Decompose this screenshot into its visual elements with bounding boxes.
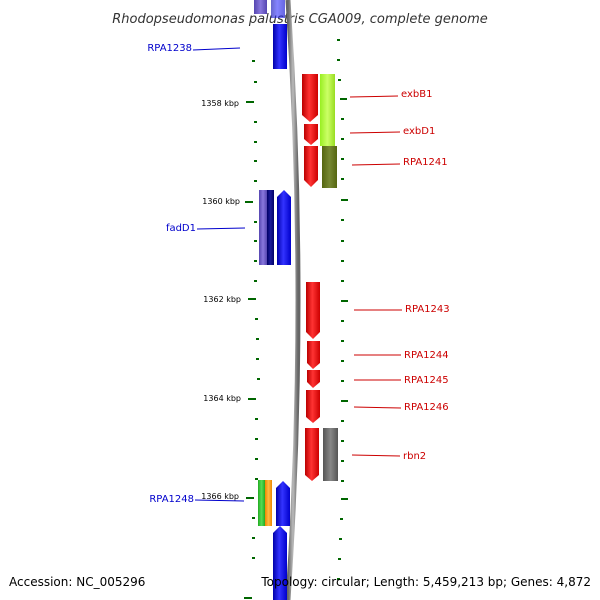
reverse-cog-track: [254, 0, 274, 526]
cog-block-navy: [267, 190, 274, 265]
cds-rpa1245[interactable]: [307, 370, 320, 388]
genome-backbone: [285, 0, 301, 600]
cds-rpa1243[interactable]: [306, 282, 320, 339]
forward-cds-track: [302, 74, 320, 481]
cds-rpa1246[interactable]: [306, 390, 320, 423]
gene-label-rpa1243[interactable]: RPA1243: [405, 304, 450, 315]
footer-topology: Topology: circular; Length: 5,459,213 bp…: [260, 575, 591, 589]
leader-rpa1246: [353, 406, 402, 409]
gene-label-rpa1238[interactable]: RPA1238: [147, 43, 192, 54]
gene-label-rpa1245[interactable]: RPA1245: [404, 375, 449, 386]
gene-label-fadd1[interactable]: fadD1: [166, 223, 196, 234]
ruler-label-1360: 1360 kbp: [202, 197, 240, 206]
leader-rpa1238: [192, 47, 241, 51]
gene-label-rpa1248[interactable]: RPA1248: [149, 494, 194, 505]
cds-rpa1241[interactable]: [304, 146, 318, 187]
ruler-label-1362: 1362 kbp: [203, 295, 241, 304]
ruler-label-1364: 1364 kbp: [203, 394, 241, 403]
leader-exbd1: [349, 131, 401, 134]
cds-exbd1[interactable]: [304, 124, 318, 145]
cds-rpa1238[interactable]: [273, 24, 287, 69]
ruler-ticks-right: [337, 39, 348, 580]
leader-fadd1: [196, 227, 246, 230]
cog-block-olive: [322, 146, 337, 188]
ruler-label-1366: 1366 kbp: [201, 492, 239, 501]
gene-label-rpa1244[interactable]: RPA1244: [404, 350, 449, 361]
leader-rpa1241: [351, 163, 401, 166]
cds-rpa1250[interactable]: [273, 526, 287, 600]
leader-rpa1248: [194, 499, 245, 502]
cog-block-purple-top: [254, 0, 267, 14]
leader-exbb1: [349, 95, 399, 98]
gene-label-exbb1[interactable]: exbB1: [401, 89, 432, 100]
gene-label-rpa1246[interactable]: RPA1246: [404, 402, 449, 413]
cog-block-gray: [323, 428, 338, 481]
forward-cog-track: [320, 74, 338, 481]
gene-label-rpa1241[interactable]: RPA1241: [403, 157, 448, 168]
map-title: Rhodopseudomonas palustris CGA009, compl…: [112, 12, 488, 27]
cds-rbn2[interactable]: [305, 428, 319, 481]
gene-label-exbd1[interactable]: exbD1: [403, 126, 435, 137]
cog-block-light-green: [320, 74, 335, 146]
footer-accession: Accession: NC_005296: [9, 575, 145, 589]
cds-rpa1249[interactable]: [276, 481, 290, 526]
cds-rpa1244[interactable]: [307, 341, 320, 369]
cog-block-green: [258, 480, 265, 526]
reverse-cds-track: [271, 0, 291, 600]
forward-gene-labels: exbB1 exbD1 RPA1241 RPA1243 RPA1244 RPA1…: [349, 89, 450, 462]
gene-label-rbn2[interactable]: rbn2: [403, 451, 426, 462]
ruler-ticks-left: [244, 60, 260, 599]
cog-block-orange: [265, 480, 272, 526]
cds-rpa1237-partial[interactable]: [271, 0, 285, 18]
ruler-label-1358: 1358 kbp: [201, 99, 239, 108]
cog-block-slate: [259, 190, 267, 265]
cds-fadd1[interactable]: [277, 190, 291, 265]
leader-rbn2: [351, 454, 401, 457]
cds-exbb1[interactable]: [302, 74, 318, 122]
reverse-gene-labels: RPA1238 fadD1 RPA1248: [147, 43, 246, 505]
